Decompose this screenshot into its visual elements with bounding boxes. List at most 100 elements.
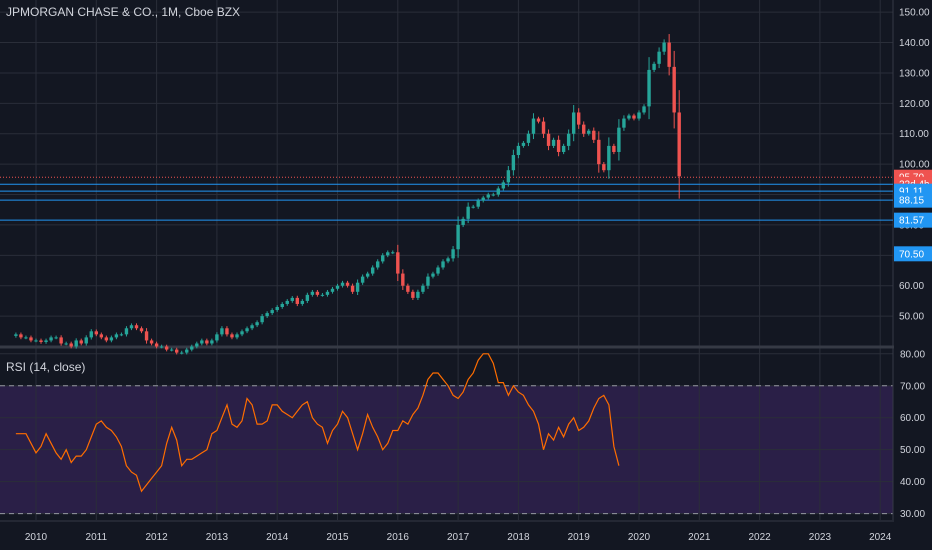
- candle-body: [386, 252, 390, 256]
- candle-body: [411, 291, 415, 298]
- candle-body: [74, 340, 78, 347]
- candle-body: [280, 303, 284, 308]
- candle-body: [275, 307, 279, 311]
- candle-body: [215, 334, 219, 341]
- candle-body: [99, 334, 104, 338]
- candle-body: [446, 258, 450, 262]
- extra-price-label-bg: [894, 246, 932, 262]
- candle-body: [169, 349, 174, 351]
- candle-body: [622, 118, 626, 128]
- candle-body: [521, 142, 526, 146]
- candle-body: [94, 331, 98, 335]
- candle-body: [662, 42, 666, 52]
- candle-body: [119, 334, 124, 336]
- candle-body: [531, 118, 536, 134]
- candle-body: [154, 343, 159, 347]
- candle-body: [582, 124, 586, 134]
- candle-body: [200, 340, 204, 344]
- candle-body: [597, 139, 601, 165]
- candle-body: [220, 328, 224, 335]
- candle-body: [39, 340, 43, 342]
- extra-price-label: 70.50: [899, 249, 924, 260]
- candle-body: [571, 112, 576, 134]
- candle-body: [129, 325, 134, 329]
- candle-body: [516, 145, 521, 156]
- candle-body: [360, 276, 365, 283]
- candle-body: [607, 145, 611, 171]
- candle-body: [667, 42, 671, 67]
- candle-body: [124, 328, 129, 335]
- candle-body: [195, 343, 199, 347]
- candle-body: [536, 118, 541, 122]
- candle-body: [491, 194, 495, 196]
- rsi-tick-label: 70.00: [900, 381, 925, 392]
- candle-body: [144, 331, 149, 341]
- candle-body: [637, 112, 641, 119]
- time-tick-label: 2021: [688, 532, 711, 543]
- candle-body: [461, 218, 465, 225]
- candle-body: [19, 334, 23, 338]
- time-tick-label: 2022: [748, 532, 771, 543]
- candle-body: [617, 127, 621, 152]
- time-tick-label: 2014: [266, 532, 289, 543]
- time-tick-label: 2024: [869, 532, 892, 543]
- candle-body: [139, 328, 144, 332]
- candle-body: [436, 267, 440, 274]
- price-tick-label: 140.00: [899, 38, 930, 49]
- time-tick-label: 2011: [86, 532, 108, 543]
- candle-body: [89, 331, 93, 338]
- candle-body: [175, 349, 179, 353]
- candle-body: [416, 291, 420, 298]
- price-tick-label: 50.00: [899, 312, 924, 323]
- candle-body: [511, 155, 516, 171]
- price-tick-label: 110.00: [899, 129, 929, 140]
- candle-body: [506, 170, 511, 183]
- candle-body: [471, 206, 475, 208]
- candle-body: [350, 285, 355, 292]
- candle-body: [24, 337, 28, 339]
- candle-body: [54, 337, 58, 339]
- candle-body: [526, 133, 531, 143]
- candle-body: [260, 316, 264, 323]
- candle-body: [587, 130, 591, 134]
- candle-body: [164, 346, 169, 350]
- candle-body: [230, 334, 234, 338]
- candle-body: [84, 337, 88, 344]
- candle-body: [496, 188, 500, 195]
- candle-body: [29, 337, 33, 341]
- candle-body: [310, 291, 315, 295]
- support-price-label-bg: [894, 212, 932, 228]
- price-tick-label: 100.00: [899, 160, 930, 171]
- candle-body: [592, 130, 596, 140]
- candle-body: [44, 340, 48, 342]
- candle-body: [240, 331, 244, 335]
- candle-body: [672, 66, 676, 113]
- time-tick-label: 2018: [507, 532, 530, 543]
- candle-body: [180, 352, 184, 354]
- candle-body: [134, 325, 139, 329]
- rsi-tick-label: 40.00: [900, 477, 925, 488]
- candle-body: [270, 310, 274, 314]
- candle-body: [481, 197, 485, 201]
- candle-body: [290, 297, 294, 301]
- candle-body: [426, 276, 430, 286]
- candle-body: [109, 337, 114, 341]
- price-axis-bg: [894, 0, 932, 550]
- candle-body: [14, 334, 18, 336]
- support-price-label: 91.11: [899, 187, 924, 198]
- candle-body: [104, 337, 109, 341]
- candle-body: [612, 145, 616, 152]
- candle-body: [456, 224, 460, 250]
- candle-body: [466, 206, 470, 219]
- candle-body: [225, 328, 229, 335]
- candle-body: [566, 133, 571, 146]
- candle-body: [265, 313, 269, 317]
- candle-body: [376, 261, 380, 268]
- candle-body: [205, 340, 209, 344]
- candle-body: [486, 194, 490, 198]
- candle-body: [114, 334, 119, 338]
- candle-body: [345, 282, 350, 286]
- candle-body: [642, 106, 646, 113]
- candle-body: [285, 300, 289, 304]
